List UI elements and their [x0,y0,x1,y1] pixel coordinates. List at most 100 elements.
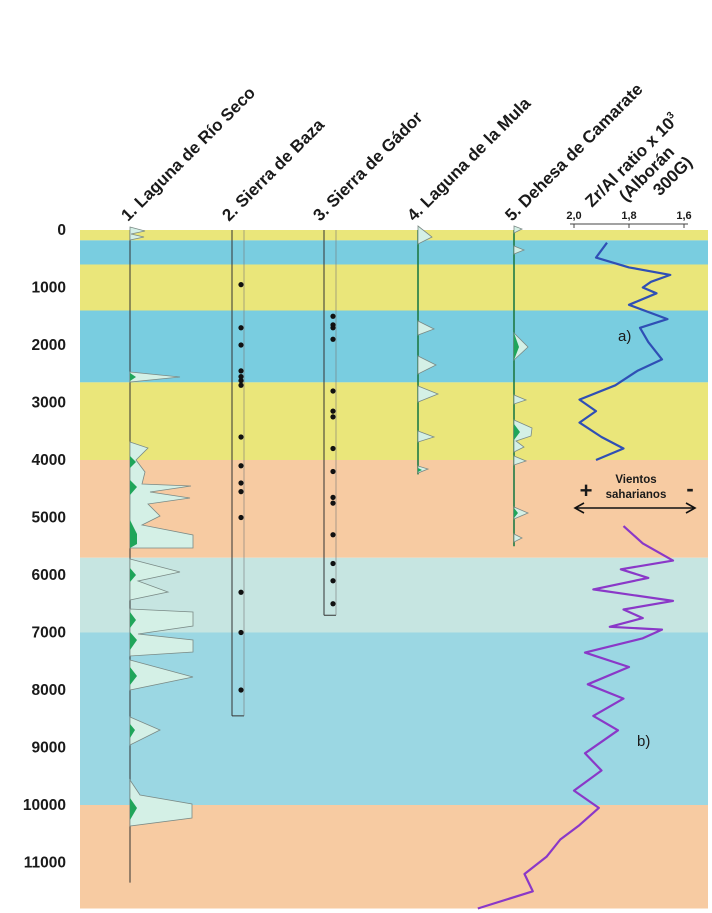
age-tick-label: 11000 [24,855,66,872]
rio-seco-green-peak [130,724,135,738]
age-tick-label: 9000 [32,740,66,757]
chronozone-band [80,240,708,265]
arrow-head-left [573,502,585,514]
camarate-peak [513,245,526,255]
baza-sample-dot [238,382,244,388]
rio-seco-peak [129,558,181,601]
double-arrow [573,502,697,514]
gador-sample-dot [330,560,336,567]
age-tick-label: 3000 [32,395,66,412]
chronozone-band [80,230,708,241]
age-tick-label: 1000 [32,280,66,297]
chronozone-band [80,310,708,383]
baza-sample-dot [238,368,244,374]
gador-sample-dot [330,336,336,342]
rio-seco-curves [129,226,194,827]
camarate-green-peak [514,333,519,360]
gador-sample-dot [330,313,336,319]
camarate-peak [513,419,533,453]
ratio-tick-label: 2,0 [566,210,581,222]
winds-label-line1: Vientos [615,474,656,486]
ratio-axis: 2,0 1,8 1,6 [566,210,692,228]
baza-sample-dot [238,342,244,348]
minus-sign: - [686,476,693,501]
mula-peak [417,385,440,403]
baza-sample-dot [238,463,244,469]
baza-sample-dot [238,589,244,595]
gador-sample-dot [330,325,336,331]
age-tick-label: 4000 [32,452,66,469]
label-a: a) [618,328,631,345]
gador-sample-dot [330,601,336,607]
sample-dots [238,282,336,693]
chronozone-bands [80,230,708,909]
label-b: b) [637,733,650,750]
zr-al-curve-b [477,525,675,910]
rio-seco-peak [129,608,194,657]
rio-seco-secondary [130,373,137,820]
chronozone-band [80,264,708,311]
mula-peak [417,355,437,375]
plus-sign: + [580,478,593,503]
rio-seco-peak [129,226,146,241]
baza-sample-dot [238,629,244,636]
chronozone-band [80,382,708,460]
camarate-curves [513,225,533,543]
gador-sample-dot [330,414,336,420]
zr-al-curve-a [578,242,672,462]
baza-sample-dot [238,374,244,380]
mula-peak [417,225,433,245]
gador-sample-dot [330,494,336,500]
rio-seco-green-peak [130,632,137,650]
baza-sample-dot [238,434,244,440]
age-tick-label: 10000 [23,797,66,814]
rio-seco-green-peak [130,520,137,548]
age-axis: 0 1000 2000 3000 4000 5000 6000 7000 8000 9000 100… [23,222,66,872]
rio-seco-green-peak [130,798,137,820]
baza-sample-dot [238,378,244,384]
rio-seco-peak [129,441,194,549]
rio-seco-green-peak [130,667,137,685]
column-spines [129,230,515,883]
camarate-peak [513,394,528,405]
chronozone-band [80,805,708,909]
camarate-peak [513,533,523,543]
zr-al-curves [477,242,675,910]
camarate-peak [513,225,523,234]
age-tick-label: 7000 [32,625,66,642]
rio-seco-green-peak [130,480,137,495]
annotations: a) b) Vientos saharianos + - [573,328,697,750]
mula-curves [417,225,440,474]
rio-seco-green-peak [130,612,136,628]
chronozone-band [80,632,708,805]
baza-sample-dot [238,489,244,495]
age-tick-label: 6000 [32,567,66,584]
baza-sample-dot [238,325,244,331]
mula-peak [417,430,436,443]
gador-sample-dot [330,388,336,394]
baza-sample-dot [238,480,244,486]
ratio-tick-label: 1,8 [621,210,636,222]
rio-seco-green-peak [130,456,136,468]
gador-sample-dot [330,408,336,414]
gador-sample-dot [330,532,336,538]
baza-sample-dot [238,282,244,288]
baza-sample-dot [238,514,244,521]
rio-seco-green-peak [130,568,136,582]
camarate-green-peak [514,424,520,440]
baza-sample-dot [238,687,244,693]
camarate-green-peak [514,508,518,518]
mula-green-peak [418,468,422,472]
camarate-peak [513,455,528,466]
winds-label-line2: saharianos [606,489,667,501]
ratio-tick-label: 1,6 [676,210,691,222]
mula-peak [417,320,435,336]
rio-seco-green-peak [130,373,136,381]
arrow-head-right [685,502,697,514]
age-tick-label: 8000 [32,682,66,699]
age-tick-label: 2000 [32,337,66,354]
gador-sample-dot [330,468,336,475]
gador-sample-dot [330,445,336,452]
camarate-secondary [514,333,520,518]
